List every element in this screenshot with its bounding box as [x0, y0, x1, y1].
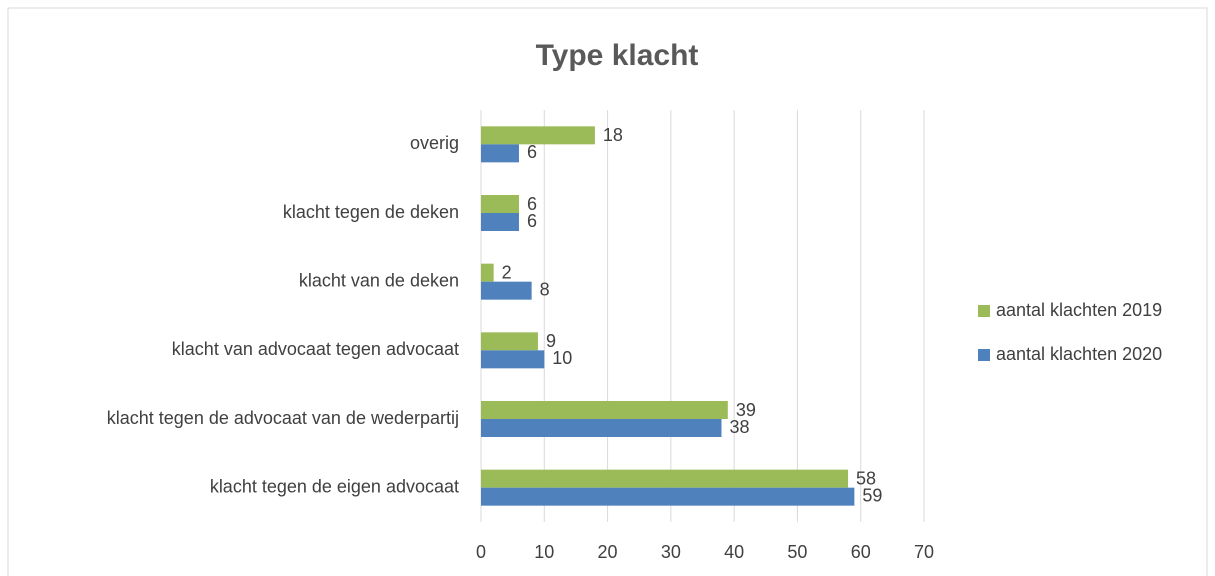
bar	[481, 281, 532, 300]
x-tick-label: 30	[661, 542, 681, 562]
y-tick-label: klacht tegen de eigen advocaat	[210, 476, 459, 496]
data-label: 2	[502, 262, 512, 282]
y-tick-label: klacht van de deken	[299, 270, 459, 290]
bar	[481, 487, 855, 506]
bar	[481, 195, 519, 213]
data-label: 38	[729, 417, 749, 437]
x-tick-label: 20	[598, 542, 618, 562]
bar	[481, 213, 519, 231]
bar	[481, 350, 545, 369]
data-label: 6	[527, 142, 537, 162]
x-tick-label: 60	[851, 542, 871, 562]
x-tick-label: 10	[534, 542, 554, 562]
data-label: 8	[540, 279, 550, 299]
bar	[481, 469, 849, 488]
data-label: 58	[856, 468, 876, 488]
bar	[481, 332, 538, 351]
bar	[481, 126, 595, 145]
legend-label: aantal klachten 2019	[996, 300, 1162, 320]
x-tick-label: 70	[914, 542, 934, 562]
y-tick-label: klacht van advocaat tegen advocaat	[172, 339, 459, 359]
x-tick-label: 50	[787, 542, 807, 562]
bar	[481, 401, 728, 419]
data-label: 18	[603, 125, 623, 145]
x-tick-label: 40	[724, 542, 744, 562]
x-tick-label: 0	[476, 542, 486, 562]
y-tick-label: klacht tegen de advocaat van de wederpar…	[107, 408, 459, 428]
y-tick-label: overig	[410, 133, 459, 153]
data-label: 10	[552, 348, 572, 368]
data-label: 9	[546, 331, 556, 351]
bar	[481, 419, 722, 437]
chart-title: Type klacht	[536, 39, 699, 72]
y-tick-label: klacht tegen de deken	[283, 202, 459, 222]
bar	[481, 263, 494, 282]
legend-swatch	[978, 349, 990, 361]
legend-label: aantal klachten 2020	[996, 344, 1162, 364]
data-label: 6	[527, 211, 537, 231]
data-label: 6	[527, 194, 537, 214]
data-label: 59	[862, 485, 882, 505]
bar	[481, 144, 519, 163]
data-label: 39	[736, 400, 756, 420]
legend-swatch	[978, 305, 990, 317]
